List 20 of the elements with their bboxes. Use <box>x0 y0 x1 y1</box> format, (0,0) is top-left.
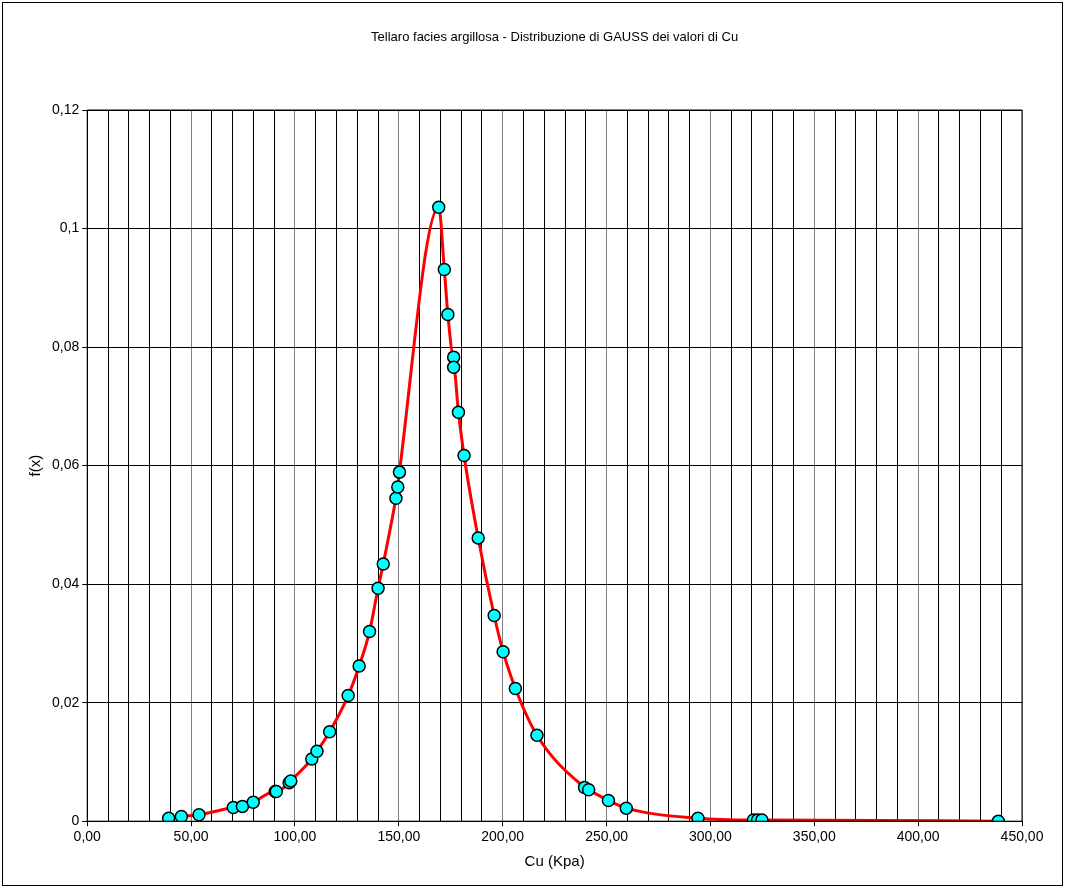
y-tick-label: 0,02 <box>52 693 80 710</box>
x-tick-label: 200,00 <box>481 828 525 845</box>
y-tick-label: 0,06 <box>52 456 80 473</box>
y-tick-label: 0,08 <box>52 337 80 354</box>
x-tick-label: 400,00 <box>896 828 940 845</box>
x-tick-label: 450,00 <box>1000 828 1044 845</box>
x-tick-label: 350,00 <box>792 828 836 845</box>
x-tick-label: 50,00 <box>173 828 209 845</box>
x-tick-label: 300,00 <box>689 828 733 845</box>
x-tick-label: 100,00 <box>273 828 317 845</box>
x-tick-label: 250,00 <box>585 828 629 845</box>
y-axis-title: f(x) <box>26 454 44 477</box>
chart-title: Tellaro facies argillosa - Distribuzione di GAUSS dei valori di Cu <box>371 29 739 44</box>
x-tick-label: 0,00 <box>73 828 102 845</box>
x-tick-label: 150,00 <box>377 828 421 845</box>
y-tick-label: 0 <box>71 812 80 829</box>
y-tick-label: 0,1 <box>59 219 80 236</box>
x-axis-title: Cu (Kpa) <box>524 852 585 870</box>
y-tick-label: 0,04 <box>52 574 80 591</box>
y-tick-label: 0,12 <box>52 100 80 117</box>
